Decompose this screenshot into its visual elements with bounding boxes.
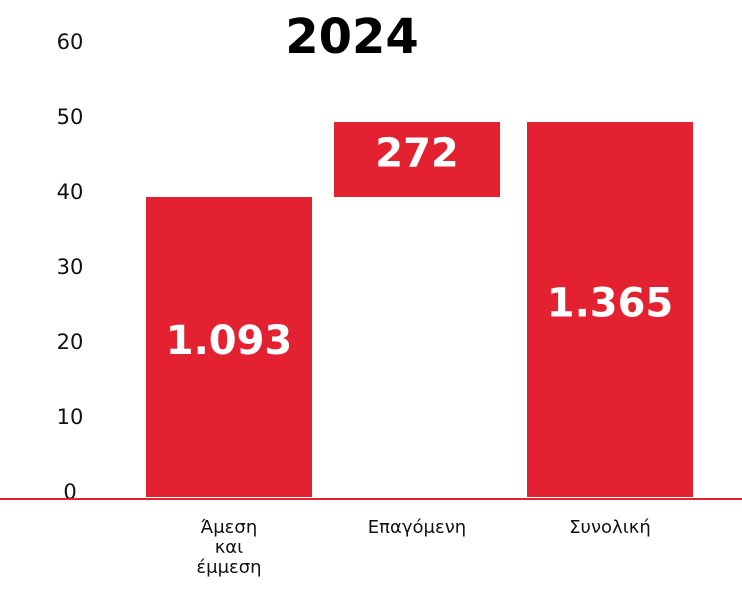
y-tick-label: 30 (57, 255, 84, 279)
chart-title: 2024 (285, 9, 419, 65)
y-tick-label: 50 (57, 105, 84, 129)
bar (334, 122, 500, 197)
y-tick-label: 20 (57, 330, 84, 354)
value-label: 1.093 (166, 318, 293, 364)
x-tick-label: Συνολική (569, 517, 651, 538)
value-label: 1.365 (547, 281, 674, 327)
y-tick-label: 60 (57, 30, 84, 54)
value-label: 272 (375, 131, 459, 177)
y-tick-label: 10 (57, 405, 84, 429)
y-tick-label: 0 (63, 480, 76, 504)
x-tick-label: Επαγόμενη (367, 517, 467, 538)
x-tick-label: Άμεση και έμμεση (196, 517, 262, 578)
bar (146, 197, 312, 497)
y-tick-label: 40 (57, 180, 84, 204)
bar (527, 122, 693, 497)
